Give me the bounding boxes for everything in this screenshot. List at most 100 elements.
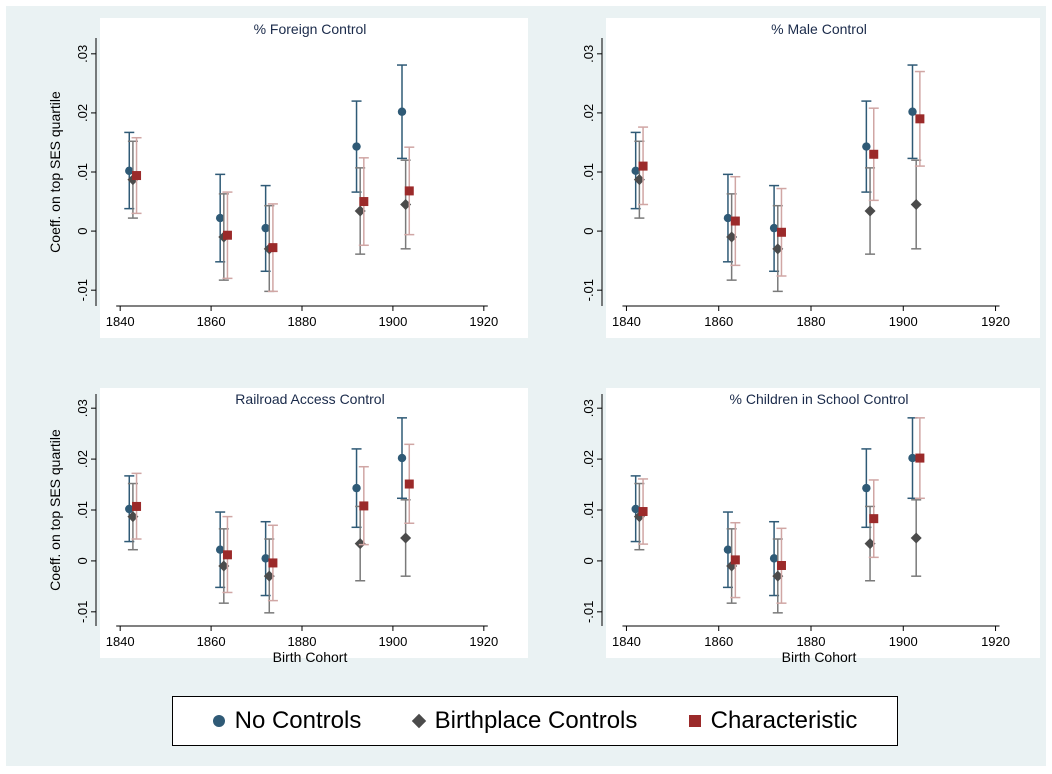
- x-tick-label: 1880: [288, 634, 317, 649]
- legend-item-characteristic: Characteristic: [688, 707, 858, 735]
- y-tick-label: 0: [75, 557, 90, 564]
- y-tick-label: 0: [75, 227, 90, 234]
- data-point-characteristic: [776, 227, 786, 237]
- data-point-no-controls: [631, 166, 640, 176]
- data-point-birthplace: [354, 205, 366, 217]
- y-tick-label: .02: [581, 450, 596, 468]
- data-point-birthplace: [218, 560, 230, 572]
- data-point-no-controls: [125, 166, 134, 176]
- data-point-characteristic: [132, 171, 142, 181]
- y-tick-label: -.01: [581, 601, 596, 623]
- x-tick-label: 1900: [378, 314, 407, 329]
- y-tick-label: 0: [581, 227, 596, 234]
- data-point-birthplace: [772, 243, 784, 255]
- data-point-no-controls: [908, 107, 917, 116]
- y-tick-label: -.01: [581, 279, 596, 301]
- data-point-no-controls: [769, 554, 779, 563]
- legend: No Controls Birthplace Controls Characte…: [172, 696, 898, 746]
- data-point-no-controls: [261, 223, 270, 233]
- x-tick-label: 1880: [797, 634, 826, 649]
- x-tick-label: 1900: [889, 314, 918, 329]
- y-tick-label: -.01: [75, 279, 90, 301]
- x-tick-label: 1860: [704, 634, 733, 649]
- data-point-characteristic: [638, 161, 648, 171]
- x-tick-label: 1840: [612, 314, 641, 329]
- y-tick-label: .03: [581, 399, 596, 417]
- data-point-no-controls: [261, 554, 270, 563]
- legend-marker-diamond: [411, 713, 426, 729]
- x-tick-label: 1880: [797, 314, 826, 329]
- legend-label: Characteristic: [710, 707, 858, 734]
- data-point-birthplace: [633, 174, 645, 186]
- data-point-characteristic: [359, 197, 369, 207]
- y-axis-label: Coeff. on top SES quartile: [47, 429, 63, 591]
- data-point-characteristic: [268, 243, 278, 253]
- data-point-characteristic: [730, 555, 740, 565]
- data-point-characteristic: [268, 558, 278, 568]
- x-tick-label: 1840: [106, 634, 135, 649]
- y-tick-label: .01: [581, 163, 596, 181]
- plot-area: [606, 388, 1040, 658]
- y-axis-label: Coeff. on top SES quartile: [47, 91, 63, 253]
- legend-label: No Controls: [234, 707, 362, 734]
- data-point-no-controls: [769, 223, 779, 233]
- x-tick-label: 1900: [889, 634, 918, 649]
- data-point-birthplace: [400, 532, 412, 544]
- x-tick-label: 1900: [378, 634, 407, 649]
- x-tick-label: 1880: [288, 314, 317, 329]
- data-point-birthplace: [864, 538, 876, 550]
- data-point-birthplace: [910, 199, 922, 210]
- y-tick-label: .01: [581, 501, 596, 519]
- data-point-no-controls: [397, 453, 407, 463]
- y-tick-label: .02: [581, 104, 596, 122]
- data-point-no-controls: [397, 107, 407, 116]
- data-point-characteristic: [404, 186, 414, 196]
- panel-title: % Foreign Control: [254, 21, 367, 37]
- data-point-characteristic: [730, 216, 740, 226]
- legend-label: Birthplace Controls: [434, 707, 638, 734]
- y-tick-label: .03: [75, 45, 90, 63]
- x-tick-label: 1860: [704, 314, 733, 329]
- data-point-no-controls: [352, 483, 361, 493]
- data-point-no-controls: [908, 453, 917, 463]
- x-axis-label: Birth Cohort: [273, 649, 348, 665]
- plot-area: [100, 18, 528, 338]
- panel-title: Railroad Access Control: [235, 391, 384, 407]
- panel-title: % Children in School Control: [730, 391, 909, 407]
- legend-item-birthplace-controls: Birthplace Controls: [411, 707, 638, 735]
- data-point-no-controls: [215, 213, 225, 223]
- panel-title: % Male Control: [771, 21, 867, 37]
- data-point-birthplace: [864, 205, 876, 217]
- x-tick-label: 1920: [469, 314, 498, 329]
- x-tick-label: 1840: [612, 634, 641, 649]
- x-tick-label: 1840: [106, 314, 135, 329]
- data-point-no-controls: [215, 545, 225, 554]
- y-tick-label: -.01: [75, 601, 90, 623]
- y-tick-label: .02: [75, 104, 90, 122]
- x-tick-label: 1920: [981, 634, 1010, 649]
- plot-area: [606, 18, 1040, 338]
- data-point-birthplace: [400, 199, 412, 210]
- data-point-characteristic: [915, 453, 925, 463]
- data-point-birthplace: [127, 511, 139, 523]
- data-point-no-controls: [723, 213, 733, 223]
- data-point-no-controls: [862, 142, 871, 151]
- x-tick-label: 1860: [197, 314, 226, 329]
- data-point-birthplace: [726, 231, 738, 243]
- data-point-birthplace: [354, 538, 366, 550]
- legend-item-no-controls: No Controls: [212, 707, 362, 735]
- y-tick-label: .03: [75, 399, 90, 417]
- y-tick-label: .01: [75, 501, 90, 519]
- data-point-characteristic: [869, 514, 879, 524]
- data-point-characteristic: [359, 501, 369, 511]
- legend-marker-square: [688, 715, 701, 727]
- data-point-characteristic: [222, 550, 232, 560]
- data-point-no-controls: [352, 142, 361, 151]
- legend-marker-circle: [212, 715, 225, 727]
- data-point-characteristic: [776, 560, 786, 570]
- x-tick-label: 1920: [981, 314, 1010, 329]
- data-point-characteristic: [638, 507, 648, 517]
- data-point-characteristic: [222, 230, 232, 240]
- y-tick-label: .01: [75, 163, 90, 181]
